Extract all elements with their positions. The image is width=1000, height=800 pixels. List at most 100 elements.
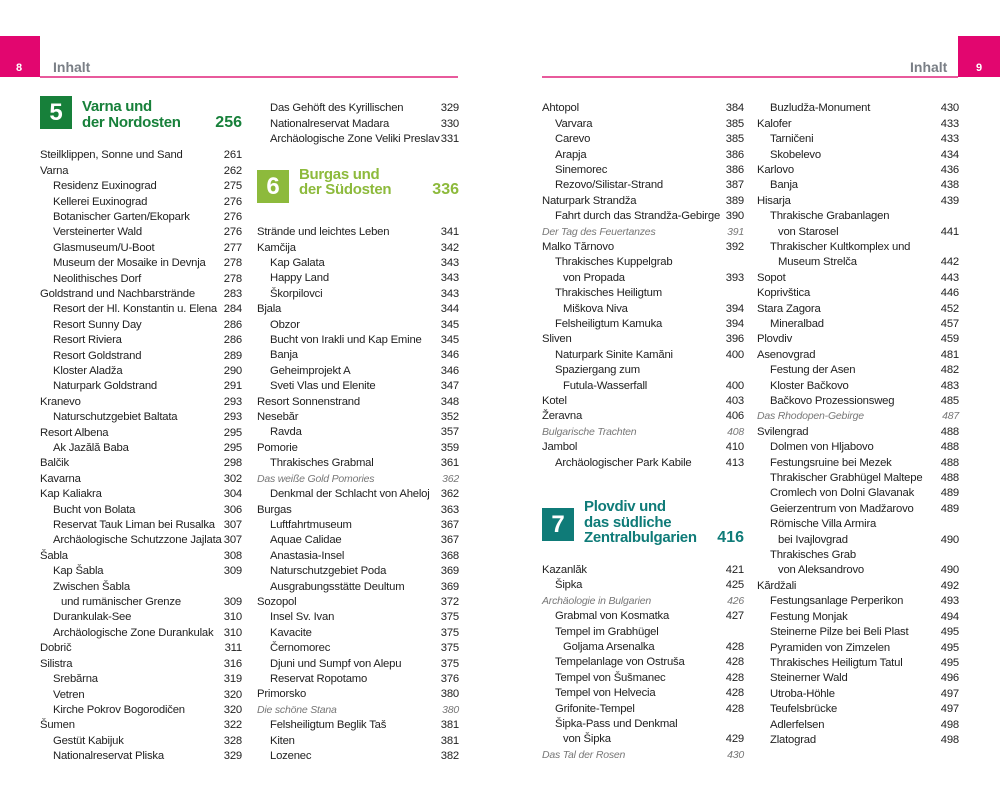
toc-entry[interactable]: Šabla 308 <box>40 549 242 564</box>
toc-entry[interactable]: Tempel von Šušmanec 428 <box>542 671 744 686</box>
toc-entry[interactable]: Steilklippen, Sonne und Sand 261 <box>40 148 242 163</box>
feature-entry[interactable]: Die schöne Stana 380 <box>257 703 459 718</box>
toc-entry[interactable]: Arapja 386 <box>542 148 744 163</box>
toc-entry[interactable]: Šipka-Pass und Denkmal <box>542 717 744 732</box>
feature-entry[interactable]: Der Tag des Feuertanzes 391 <box>542 225 744 240</box>
toc-entry[interactable]: Rezovo/Silistar-Strand 387 <box>542 178 744 193</box>
feature-entry[interactable]: Das Rhodopen-Gebirge 487 <box>757 409 959 424</box>
toc-entry[interactable]: Silistra 316 <box>40 657 242 672</box>
toc-entry[interactable]: Bjala 344 <box>257 302 459 317</box>
toc-entry[interactable]: von Aleksandrovo 490 <box>757 563 959 578</box>
toc-entry[interactable]: Resort Albena 295 <box>40 426 242 441</box>
toc-entry[interactable]: Kap Kaliakra 304 <box>40 487 242 502</box>
toc-entry[interactable]: Srebărna 319 <box>40 672 242 687</box>
toc-entry[interactable]: Naturpark Strandža 389 <box>542 194 744 209</box>
toc-entry[interactable]: von Šipka 429 <box>542 732 744 747</box>
toc-entry[interactable]: Reservat Ropotamo 376 <box>257 672 459 687</box>
toc-entry[interactable]: Svilengrad 488 <box>757 425 959 440</box>
toc-entry[interactable]: Plovdiv 459 <box>757 332 959 347</box>
toc-entry[interactable]: Tarničeni 433 <box>757 132 959 147</box>
toc-entry[interactable]: Steinerner Wald 496 <box>757 671 959 686</box>
toc-entry[interactable]: Tempel von Helvecia 428 <box>542 686 744 701</box>
toc-entry[interactable]: Ak Jazălă Baba 295 <box>40 441 242 456</box>
toc-entry[interactable]: Kloster Bačkovo 483 <box>757 379 959 394</box>
toc-entry[interactable]: Glasmuseum/U-Boot 277 <box>40 241 242 256</box>
toc-entry[interactable]: Kap Galata 343 <box>257 256 459 271</box>
toc-entry[interactable]: Zwischen Šabla <box>40 580 242 595</box>
toc-entry[interactable]: Steinerne Pilze bei Beli Plast 495 <box>757 625 959 640</box>
toc-entry[interactable]: Residenz Euxinograd 275 <box>40 179 242 194</box>
toc-entry[interactable]: Goldstrand und Nachbarstrände 283 <box>40 287 242 302</box>
toc-entry[interactable]: Kazanlăk 421 <box>542 563 744 578</box>
toc-entry[interactable]: Šipka 425 <box>542 578 744 593</box>
toc-entry[interactable]: Mineralbad 457 <box>757 317 959 332</box>
toc-entry[interactable]: Djuni und Sumpf von Alepu 375 <box>257 657 459 672</box>
toc-entry[interactable]: Sinemorec 386 <box>542 163 744 178</box>
toc-entry[interactable]: Pyramiden von Zimzelen 495 <box>757 641 959 656</box>
toc-entry[interactable]: Zlatograd 498 <box>757 733 959 748</box>
toc-entry[interactable]: Durankulak-See 310 <box>40 610 242 625</box>
toc-entry[interactable]: Geheimprojekt A 346 <box>257 364 459 379</box>
feature-entry[interactable]: Bulgarische Trachten 408 <box>542 425 744 440</box>
toc-entry[interactable]: Geierzentrum von Madžarovo 489 <box>757 502 959 517</box>
toc-entry[interactable]: Thrakisches Heiligtum Tatul 495 <box>757 656 959 671</box>
toc-entry[interactable]: Tempel im Grabhügel <box>542 625 744 640</box>
toc-entry[interactable]: Cromlech von Dolni Glavanak 489 <box>757 486 959 501</box>
toc-entry[interactable]: Kap Šabla 309 <box>40 564 242 579</box>
toc-entry[interactable]: Kellerei Euxinograd 276 <box>40 195 242 210</box>
toc-entry[interactable]: Adlerfelsen 498 <box>757 718 959 733</box>
toc-entry[interactable]: Stara Zagora 452 <box>757 302 959 317</box>
toc-entry[interactable]: Sozopol 372 <box>257 595 459 610</box>
toc-entry[interactable]: Bačkovo Prozessionsweg 485 <box>757 394 959 409</box>
toc-entry[interactable]: Carevo 385 <box>542 132 744 147</box>
toc-entry[interactable]: Das Gehöft des Kyrillischen 329 <box>257 101 459 116</box>
toc-entry[interactable]: Fahrt durch das Strandža-Gebirge 390 <box>542 209 744 224</box>
toc-entry[interactable]: Tempelanlage von Ostruša 428 <box>542 655 744 670</box>
toc-entry[interactable]: Happy Land 343 <box>257 271 459 286</box>
toc-entry[interactable]: Thrakische Grabanlagen <box>757 209 959 224</box>
toc-entry[interactable]: Archäologischer Park Kabile 413 <box>542 456 744 471</box>
feature-entry[interactable]: Das weiße Gold Pomories 362 <box>257 472 459 487</box>
toc-entry[interactable]: Reservat Tauk Liman bei Rusalka 307 <box>40 518 242 533</box>
toc-entry[interactable]: Skobelevo 434 <box>757 148 959 163</box>
toc-entry[interactable]: Primorsko 380 <box>257 687 459 702</box>
toc-entry[interactable]: Bucht von Bolata 306 <box>40 503 242 518</box>
toc-entry[interactable]: Banja 438 <box>757 178 959 193</box>
toc-entry[interactable]: Bucht von Irakli und Kap Emine 345 <box>257 333 459 348</box>
toc-entry[interactable]: Thrakischer Grabhügel Maltepe 488 <box>757 471 959 486</box>
toc-entry[interactable]: Futula-Wasserfall 400 <box>542 379 744 394</box>
toc-entry[interactable]: Festung Monjak 494 <box>757 610 959 625</box>
toc-entry[interactable]: Festungsanlage Perperikon 493 <box>757 594 959 609</box>
toc-entry[interactable]: Ravda 357 <box>257 425 459 440</box>
toc-entry[interactable]: Kirche Pokrov Bogorodičen 320 <box>40 703 242 718</box>
toc-entry[interactable]: Obzor 345 <box>257 318 459 333</box>
toc-entry[interactable]: Kalofer 433 <box>757 117 959 132</box>
toc-entry[interactable]: Buzludža-Monument 430 <box>757 101 959 116</box>
toc-entry[interactable]: Burgas 363 <box>257 503 459 518</box>
toc-entry[interactable]: Thrakischer Kultkomplex und <box>757 240 959 255</box>
toc-entry[interactable]: Thrakisches Kuppelgrab <box>542 255 744 270</box>
toc-entry[interactable]: Jambol 410 <box>542 440 744 455</box>
toc-entry[interactable]: Versteinerter Wald 276 <box>40 225 242 240</box>
toc-entry[interactable]: Resort Goldstrand 289 <box>40 349 242 364</box>
toc-entry[interactable]: Resort Sunny Day 286 <box>40 318 242 333</box>
toc-entry[interactable]: Resort Riviera 286 <box>40 333 242 348</box>
feature-entry[interactable]: Archäologie in Bulgarien 426 <box>542 594 744 609</box>
toc-entry[interactable]: Miškova Niva 394 <box>542 302 744 317</box>
toc-entry[interactable]: Lozenec 382 <box>257 749 459 764</box>
toc-entry[interactable]: Naturschutzgebiet Poda 369 <box>257 564 459 579</box>
toc-entry[interactable]: Hisarja 439 <box>757 194 959 209</box>
toc-entry[interactable]: Neolithisches Dorf 278 <box>40 272 242 287</box>
toc-entry[interactable]: von Propada 393 <box>542 271 744 286</box>
toc-entry[interactable]: Sliven 396 <box>542 332 744 347</box>
toc-entry[interactable]: Škorpilovci 343 <box>257 287 459 302</box>
toc-entry[interactable]: Žeravna 406 <box>542 409 744 424</box>
toc-entry[interactable]: Kloster Aladža 290 <box>40 364 242 379</box>
toc-entry[interactable]: Naturpark Sinite Kamăni 400 <box>542 348 744 363</box>
toc-entry[interactable]: Koprivštica 446 <box>757 286 959 301</box>
feature-entry[interactable]: Das Tal der Rosen 430 <box>542 748 744 763</box>
toc-entry[interactable]: Varvara 385 <box>542 117 744 132</box>
toc-entry[interactable]: Resort der Hl. Konstantin u. Elena 284 <box>40 302 242 317</box>
toc-entry[interactable]: Archäologische Zone Veliki Preslav 331 <box>257 132 459 147</box>
toc-entry[interactable]: Naturschutzgebiet Baltata 293 <box>40 410 242 425</box>
